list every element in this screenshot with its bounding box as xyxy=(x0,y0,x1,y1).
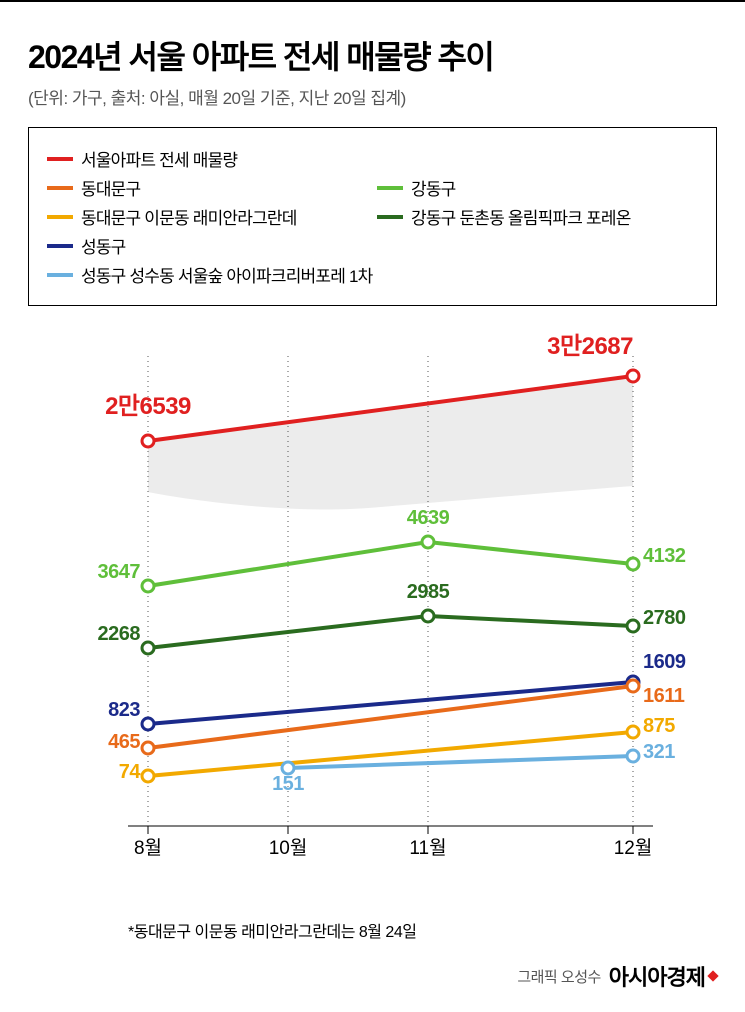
chart-plot: 8월 10월 11월 12월 2만6539 3만2687 3647 4639 4132 2268 2… xyxy=(28,326,717,906)
credit-brand: 아시아경제 xyxy=(609,960,717,992)
series-marker xyxy=(422,610,434,622)
series-value-label: 4639 xyxy=(407,507,450,529)
legend-item: 성동구 성수동 서울숲 아이파크리버포레 1차 xyxy=(47,262,372,287)
legend-item: 강동구 xyxy=(377,175,698,200)
series-value-label: 465 xyxy=(108,731,140,753)
legend-swatch-icon xyxy=(377,215,403,219)
series-value-label: 1609 xyxy=(643,651,686,673)
legend-label: 동대문구 xyxy=(81,175,140,200)
brand-mark-icon xyxy=(707,970,718,981)
series-marker xyxy=(142,770,154,782)
chart-subtitle: (단위: 가구, 출처: 아실, 매월 20일 기준, 지난 20일 집계) xyxy=(28,84,717,109)
legend-box: 서울아파트 전세 매물량동대문구 강동구동대문구 이문동 래미안라그란데 강동구 둔… xyxy=(28,127,717,306)
credit-row: 그래픽 오성수 아시아경제 xyxy=(28,960,717,992)
series-value-label: 2268 xyxy=(98,623,141,645)
series-marker xyxy=(422,536,434,548)
legend-row: 동대문구 강동구 xyxy=(47,175,698,200)
series-marker xyxy=(142,580,154,592)
chart-footnote: *동대문구 이문동 래미안라그란데는 8월 24일 xyxy=(128,918,717,942)
legend-row: 성동구 성수동 서울숲 아이파크리버포레 1차 xyxy=(47,262,698,287)
legend-item: 동대문구 이문동 래미안라그란데 xyxy=(47,204,377,229)
legend-swatch-icon xyxy=(47,273,73,277)
chart-svg: 8월 10월 11월 12월 2만6539 3만2687 3647 4639 4132 2268 2… xyxy=(28,326,708,886)
series-value-label: 3만2687 xyxy=(547,333,633,360)
series-marker xyxy=(627,620,639,632)
legend-row: 서울아파트 전세 매물량 xyxy=(47,146,698,171)
series-marker xyxy=(627,726,639,738)
legend-item: 서울아파트 전세 매물량 xyxy=(47,146,237,171)
legend-item: 강동구 둔촌동 올림픽파크 포레온 xyxy=(377,204,698,229)
series-marker xyxy=(627,750,639,762)
series-value-label: 1611 xyxy=(643,685,685,707)
legend-row: 동대문구 이문동 래미안라그란데 강동구 둔촌동 올림픽파크 포레온 xyxy=(47,204,698,229)
chart-title: 2024년 서울 아파트 전세 매물량 추이 xyxy=(28,32,717,78)
x-axis-label: 8월 xyxy=(134,837,162,859)
series-line xyxy=(148,542,633,586)
credit-author: 그래픽 오성수 xyxy=(517,966,600,987)
chart-container: 2024년 서울 아파트 전세 매물량 추이 (단위: 가구, 출처: 아실, … xyxy=(0,0,745,1012)
x-axis-label: 11월 xyxy=(409,837,446,859)
credit-brand-text: 아시아경제 xyxy=(609,960,705,992)
legend-label: 동대문구 이문동 래미안라그란데 xyxy=(81,204,297,229)
series-marker xyxy=(142,435,154,447)
chart-fill-band xyxy=(148,376,633,509)
legend-label: 서울아파트 전세 매물량 xyxy=(81,146,237,171)
legend-swatch-icon xyxy=(47,186,73,190)
series-marker xyxy=(142,742,154,754)
legend-label: 성동구 xyxy=(81,233,126,258)
legend-swatch-icon xyxy=(377,186,403,190)
legend-label: 성동구 성수동 서울숲 아이파크리버포레 1차 xyxy=(81,262,372,287)
series-value-label: 2만6539 xyxy=(105,393,191,420)
series-marker xyxy=(142,718,154,730)
x-axis-label: 12월 xyxy=(614,837,653,859)
legend-label: 강동구 둔촌동 올림픽파크 포레온 xyxy=(411,204,631,229)
series-value-label: 321 xyxy=(643,741,675,763)
legend-swatch-icon xyxy=(47,157,73,161)
series-value-label: 823 xyxy=(108,699,140,721)
series-value-label: 4132 xyxy=(643,545,686,567)
legend-item: 동대문구 xyxy=(47,175,377,200)
series-line xyxy=(148,616,633,648)
series-marker xyxy=(627,370,639,382)
series-marker xyxy=(627,680,639,692)
series-value-label: 3647 xyxy=(98,561,141,583)
series-value-label: 875 xyxy=(643,715,675,737)
series-value-label: 74 xyxy=(119,761,142,783)
series-value-label: 2780 xyxy=(643,607,686,629)
series-marker xyxy=(142,642,154,654)
legend-item: 성동구 xyxy=(47,233,126,258)
series-value-label: 2985 xyxy=(407,581,450,603)
x-axis-label: 10월 xyxy=(269,837,308,859)
series-value-label: 151 xyxy=(272,773,304,795)
legend-swatch-icon xyxy=(47,244,73,248)
legend-row: 성동구 xyxy=(47,233,698,258)
series-marker xyxy=(627,558,639,570)
legend-swatch-icon xyxy=(47,215,73,219)
legend-label: 강동구 xyxy=(411,175,456,200)
